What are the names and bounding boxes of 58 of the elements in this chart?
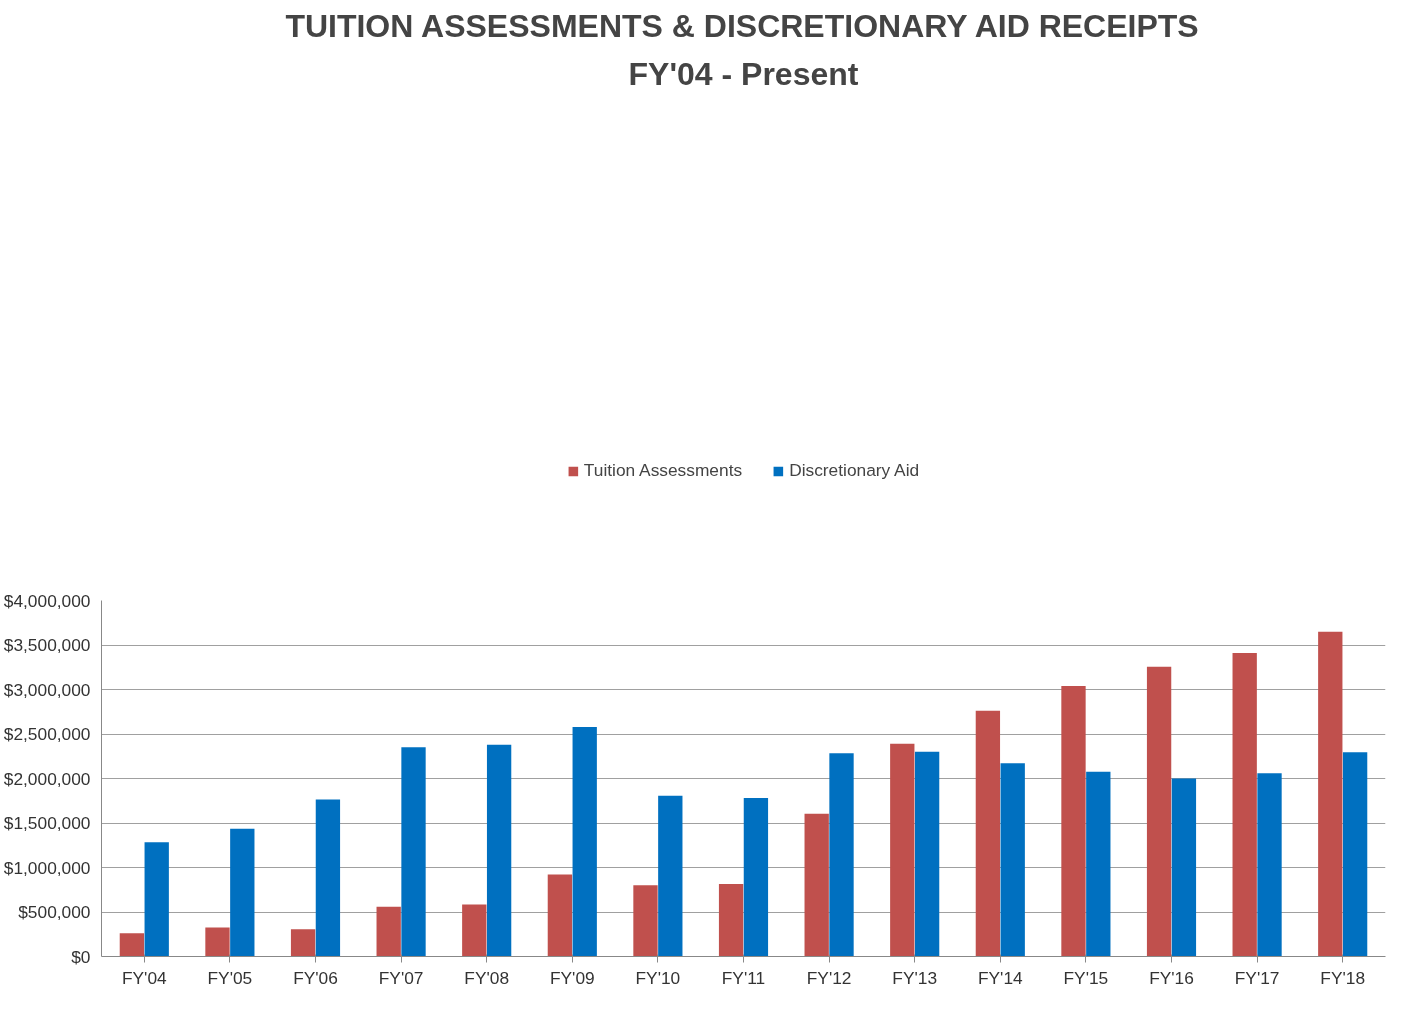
bar xyxy=(975,710,1001,957)
x-tick-label: FY'10 xyxy=(635,967,681,988)
bar xyxy=(914,751,940,957)
bar xyxy=(1318,631,1343,957)
bar xyxy=(230,828,255,957)
bar xyxy=(144,842,169,957)
bar xyxy=(829,753,854,957)
x-tick-label: FY'04 xyxy=(121,967,168,988)
bar xyxy=(486,744,512,957)
bar xyxy=(290,929,316,957)
bar xyxy=(119,933,145,957)
bar xyxy=(633,885,658,957)
bar xyxy=(804,813,829,957)
y-tick-label: $3,500,000 xyxy=(3,635,91,655)
y-tick-label: $1,000,000 xyxy=(3,857,91,878)
bar xyxy=(743,798,769,957)
x-tick-label: FY'07 xyxy=(378,967,424,988)
x-tick-label: FY'17 xyxy=(1234,967,1280,988)
bar xyxy=(205,927,230,957)
y-tick-label: $2,000,000 xyxy=(3,768,91,789)
y-tick-label: $2,500,000 xyxy=(3,724,91,744)
y-tick-label: $3,000,000 xyxy=(3,679,91,700)
bar xyxy=(1232,653,1257,957)
legend-label: Discretionary Aid xyxy=(789,460,920,482)
bar xyxy=(658,795,683,957)
x-tick-label: FY'12 xyxy=(806,967,852,988)
bar xyxy=(1146,666,1172,957)
chart-subtitle: FY'04 - Present xyxy=(628,55,859,92)
x-tick-label: FY'08 xyxy=(464,967,510,988)
bar xyxy=(1061,685,1086,957)
x-tick-label: FY'16 xyxy=(1149,967,1194,988)
x-tick-label: FY'09 xyxy=(549,967,595,988)
x-tick-label: FY'14 xyxy=(977,967,1024,988)
bar xyxy=(1086,771,1111,957)
x-tick-label: FY'18 xyxy=(1320,967,1366,988)
bar xyxy=(401,747,426,957)
bar xyxy=(1000,763,1025,957)
bar xyxy=(890,743,915,957)
y-tick-label: $0 xyxy=(71,946,91,967)
bar xyxy=(718,883,744,957)
bar xyxy=(572,726,597,957)
chart-title: TUITION ASSESSMENTS & DISCRETIONARY AID RECEIPTS xyxy=(285,7,1199,44)
bar xyxy=(376,906,401,957)
legend-label: Tuition Assessments xyxy=(583,460,743,482)
y-tick-label: $500,000 xyxy=(18,902,91,922)
y-tick-label: $1,500,000 xyxy=(3,813,91,833)
x-tick-label: FY'13 xyxy=(892,967,938,988)
x-tick-label: FY'15 xyxy=(1063,967,1109,988)
bar xyxy=(1257,773,1282,957)
bar xyxy=(315,799,341,957)
y-tick-label: $4,000,000 xyxy=(3,590,91,611)
x-tick-label: FY'11 xyxy=(721,967,766,988)
x-tick-label: FY'06 xyxy=(293,967,338,988)
x-tick-label: FY'05 xyxy=(207,967,253,988)
bar xyxy=(1342,752,1368,957)
bar xyxy=(462,904,487,957)
bar xyxy=(547,874,573,957)
bar xyxy=(1171,778,1197,957)
